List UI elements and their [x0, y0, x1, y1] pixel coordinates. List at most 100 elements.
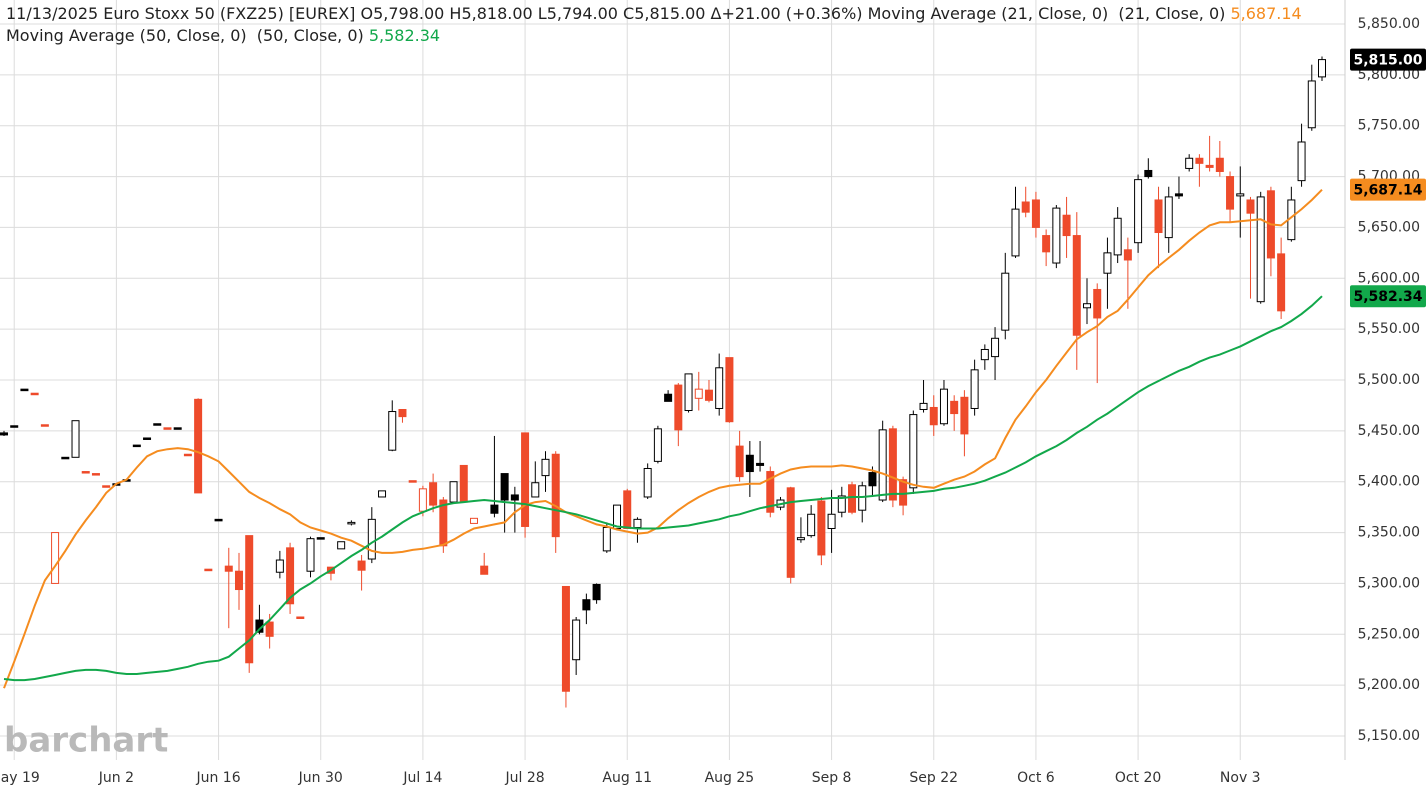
candle-body [848, 484, 857, 513]
x-tick-label: Jun 16 [195, 770, 240, 786]
candle-body [204, 568, 213, 572]
candle-body [449, 481, 458, 503]
moving-average-line [3, 188, 1323, 689]
y-tick-label: 5,300.00 [1358, 575, 1420, 591]
candle-body [960, 396, 969, 435]
candle-body [30, 392, 39, 396]
candle-body [306, 538, 315, 572]
candle-body [418, 488, 427, 512]
candle-body [347, 521, 356, 525]
candle-body [970, 369, 979, 409]
candle-body [367, 518, 376, 560]
candle-body [1256, 196, 1265, 303]
candle-body [592, 583, 601, 601]
candle-body [0, 432, 8, 436]
x-tick-label: Nov 3 [1220, 770, 1261, 786]
x-tick-label: Jun 2 [98, 770, 134, 786]
x-tick-label: May 19 [0, 770, 40, 786]
candle-body [807, 513, 816, 537]
candle-body [459, 464, 468, 503]
moving-average-line [3, 295, 1323, 682]
ma-price-tag-bg [1350, 178, 1426, 201]
candle-body [837, 495, 846, 513]
candle-body [1215, 157, 1224, 172]
candle-body [888, 428, 897, 501]
candle-body [214, 518, 223, 522]
x-tick-label: Jun 30 [298, 770, 343, 786]
x-tick-label: Jul 14 [402, 770, 442, 786]
x-tick-label: Aug 25 [705, 770, 755, 786]
y-tick-label: 5,250.00 [1358, 626, 1420, 642]
candle-body [1297, 141, 1306, 182]
candle-body [980, 348, 989, 361]
candle-body [10, 425, 19, 428]
header-line-1: 11/13/2025 Euro Stoxx 50 (FXZ25) [EUREX]… [6, 4, 1302, 23]
candle-body [163, 427, 172, 430]
candle-body [756, 462, 765, 466]
candle-body [1062, 214, 1071, 237]
y-tick-label: 5,500.00 [1358, 372, 1420, 388]
candle-body [602, 526, 611, 552]
candle-body [1011, 208, 1020, 257]
candle-body [991, 337, 1000, 358]
candle-body [704, 389, 713, 401]
y-tick-label: 5,750.00 [1358, 118, 1420, 134]
candle-body [531, 482, 540, 498]
candle-body [561, 585, 570, 692]
x-tick-label: Sep 22 [909, 770, 958, 786]
candle-body [521, 432, 530, 527]
candle-body [1246, 199, 1255, 214]
y-tick-label: 5,850.00 [1358, 16, 1420, 32]
candle-body [1083, 303, 1092, 309]
candle-body [143, 437, 152, 440]
y-tick-label: 5,600.00 [1358, 270, 1420, 286]
y-tick-label: 5,150.00 [1358, 728, 1420, 744]
candle-body [766, 471, 775, 513]
candle-body [183, 453, 192, 457]
candle-body [71, 420, 80, 458]
price-tags: 5,815.00 5,687.14 5,582.34 [1350, 48, 1426, 308]
candle-body [684, 373, 693, 412]
candle-body [500, 473, 509, 501]
candle-body [490, 504, 499, 514]
candle-body [224, 565, 233, 572]
candle-body [469, 517, 478, 524]
candle-body [102, 485, 111, 488]
ma-price-tag: 5,582.34 [1353, 289, 1422, 305]
candle-body [1042, 235, 1051, 253]
candle-body [643, 467, 652, 498]
candle-body [61, 456, 70, 460]
candle-body [1164, 196, 1173, 239]
candle-body [265, 621, 274, 637]
candle-body [735, 445, 744, 478]
candle-body [510, 494, 519, 501]
candle-body [950, 400, 959, 415]
candle-body [337, 541, 346, 550]
candle-body [796, 537, 805, 541]
y-tick-label: 5,200.00 [1358, 677, 1420, 693]
candle-body [132, 444, 141, 448]
x-tick-label: Jul 28 [504, 770, 544, 786]
candle-body [81, 471, 90, 474]
candle-body [357, 560, 366, 571]
y-tick-label: 5,350.00 [1358, 525, 1420, 541]
candle-body [1195, 157, 1204, 164]
candle-body [1123, 249, 1132, 261]
candle-body [388, 411, 397, 451]
header-line-2: Moving Average (50, Close, 0) (50, Close… [6, 26, 440, 45]
candle-body [1318, 59, 1326, 78]
y-tick-label: 5,400.00 [1358, 474, 1420, 490]
y-tick-label: 5,800.00 [1358, 67, 1420, 83]
candle-body [817, 500, 826, 556]
y-tick-label: 5,450.00 [1358, 423, 1420, 439]
candle-body [1103, 252, 1112, 274]
y-axis: 5,150.00 5,200.00 5,250.00 5,300.00 5,350.00… [1358, 16, 1420, 744]
candle-body [623, 490, 632, 530]
candle-body [725, 357, 734, 423]
watermark: barchart [4, 721, 168, 761]
ma21-name: Moving Average (21, Close, 0) (21, Close… [868, 4, 1226, 23]
candle-body [316, 537, 325, 540]
candle-body [674, 384, 683, 431]
ma50-name: Moving Average (50, Close, 0) (50, Close… [6, 26, 364, 45]
quote: O5,798.00 H5,818.00 L5,794.00 C5,815.00 … [361, 4, 863, 23]
